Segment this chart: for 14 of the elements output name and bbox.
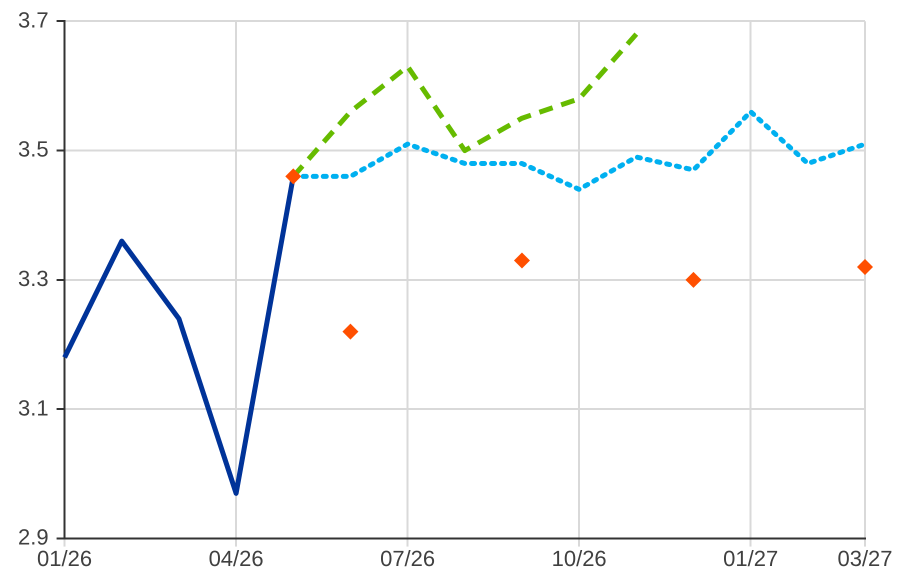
y-tick-label: 3.5 (18, 136, 49, 162)
x-tick-label: 01/27 (723, 546, 778, 571)
x-tick-label: 03/27 (837, 546, 893, 571)
x-tick-label: 07/26 (380, 546, 436, 571)
point (342, 324, 358, 340)
point (285, 168, 302, 184)
y-tick-label: 3.7 (18, 7, 49, 32)
point (857, 258, 873, 275)
x-tick-label: 04/26 (208, 546, 264, 571)
point (685, 272, 702, 288)
x-tick-label: 10/26 (552, 546, 607, 571)
y-tick-label: 3.3 (18, 266, 49, 291)
point (514, 252, 530, 268)
y-tick-label: 3.1 (18, 395, 49, 420)
